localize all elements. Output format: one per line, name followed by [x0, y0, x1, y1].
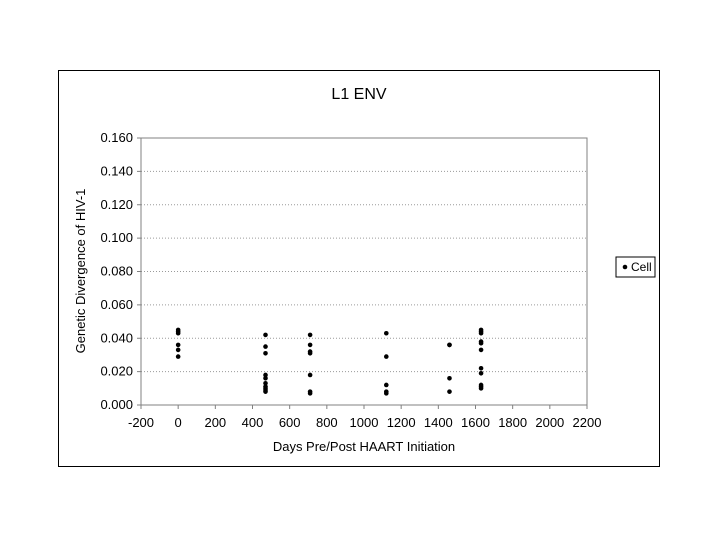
y-tick-label: 0.000	[100, 397, 133, 412]
legend-box	[615, 256, 656, 278]
data-point	[447, 342, 452, 348]
y-tick-label: 0.160	[100, 130, 133, 145]
data-point	[478, 365, 484, 371]
data-point	[478, 370, 484, 376]
grid-lines	[141, 170, 587, 373]
data-point	[263, 332, 268, 338]
data-point	[263, 389, 268, 394]
y-tick-label: 0.080	[100, 264, 133, 279]
x-tick-label: 1000	[350, 415, 379, 430]
data-point	[175, 354, 181, 359]
x-tick-label: 0	[175, 415, 182, 430]
x-axis-title: Days Pre/Post HAART Initiation	[273, 439, 455, 454]
x-tick-label: 600	[279, 415, 301, 430]
y-tick-label: 0.040	[100, 330, 133, 345]
chart-canvas: L1 ENV 0.000 0.020 0.040 0.060 0.080 0.100 0.1…	[73, 86, 656, 454]
x-tick-label: -200	[128, 415, 154, 430]
data-point	[263, 350, 268, 356]
y-axis-ticks: 0.000 0.020 0.040 0.060 0.080 0.100 0.120 0.140…	[100, 130, 141, 412]
y-tick-label: 0.120	[100, 197, 133, 212]
data-point	[263, 344, 268, 349]
data-point	[175, 347, 181, 353]
legend-label: Cell	[631, 260, 652, 274]
data-point	[307, 332, 313, 338]
x-tick-label: 1800	[498, 415, 527, 430]
data-point	[384, 354, 389, 359]
legend: Cell	[615, 256, 656, 278]
data-point	[307, 391, 313, 396]
data-point	[307, 372, 313, 378]
y-tick-label: 0.140	[100, 163, 133, 178]
x-tick-label: 1600	[461, 415, 490, 430]
scatter-points	[175, 327, 484, 396]
data-point	[478, 340, 484, 346]
x-axis-ticks: -200 0 200 400 600 800 1000 1200 1400 1600 1800 200…	[128, 405, 601, 430]
y-tick-label: 0.020	[100, 364, 133, 379]
data-point	[478, 347, 484, 353]
data-point	[478, 330, 484, 336]
x-tick-label: 800	[316, 415, 338, 430]
legend-marker	[622, 264, 628, 270]
y-tick-label: 0.060	[100, 297, 133, 312]
data-point	[263, 376, 268, 381]
x-tick-label: 2200	[573, 415, 602, 430]
data-point	[175, 342, 181, 348]
data-point	[175, 330, 181, 336]
y-axis-title: Genetic Divergence of HIV-1	[73, 189, 88, 354]
chart-title: L1 ENV	[331, 86, 386, 103]
data-point	[384, 330, 389, 336]
x-tick-label: 200	[204, 415, 226, 430]
x-tick-label: 2000	[535, 415, 564, 430]
data-point	[384, 391, 389, 396]
data-point	[384, 382, 389, 388]
y-tick-label: 0.100	[100, 230, 133, 245]
data-point	[447, 389, 452, 394]
data-point	[307, 350, 313, 356]
data-point	[478, 386, 484, 391]
x-tick-label: 1400	[424, 415, 453, 430]
data-point	[263, 372, 268, 378]
x-tick-label: 400	[242, 415, 264, 430]
data-point	[307, 342, 313, 348]
data-point	[447, 376, 452, 381]
data-point	[263, 381, 268, 386]
chart-frame: L1 ENV 0.000 0.020 0.040 0.060 0.080 0.100 0.1…	[58, 70, 660, 467]
x-tick-label: 1200	[387, 415, 416, 430]
